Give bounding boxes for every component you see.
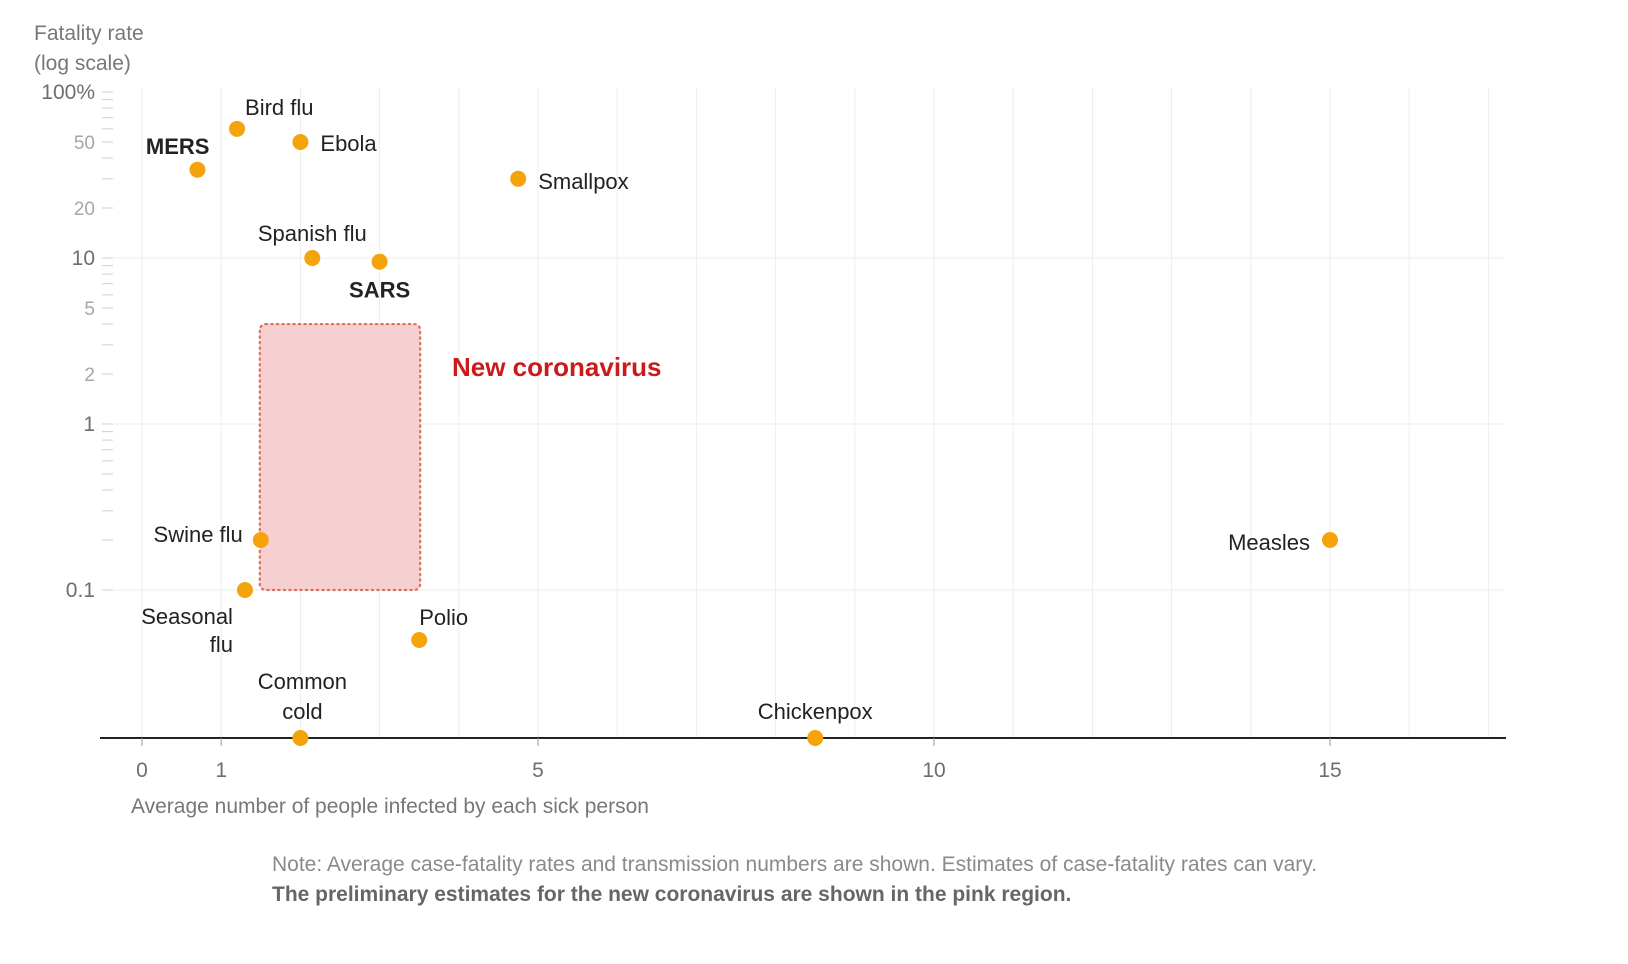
data-label: Spanish flu <box>258 221 367 246</box>
x-tick-label: 15 <box>1318 759 1341 782</box>
data-label: Measles <box>1228 530 1310 555</box>
x-tick-label: 5 <box>532 759 544 782</box>
note-text: Note: Average case-fatality rates and tr… <box>272 853 1318 876</box>
x-tick-label: 10 <box>922 759 945 782</box>
y-axis-title: (log scale) <box>34 52 131 75</box>
data-label: SARS <box>349 278 410 303</box>
data-label: MERS <box>146 134 210 159</box>
y-tick-label: 0.1 <box>66 579 95 602</box>
x-axis-title: Average number of people infected by eac… <box>131 795 649 818</box>
data-point <box>229 120 246 137</box>
highlight-region <box>258 322 422 592</box>
y-tick-label: 20 <box>74 199 95 220</box>
axes <box>100 91 1506 746</box>
data-point <box>1322 532 1338 549</box>
data-label: Smallpox <box>538 169 628 194</box>
data-point <box>304 250 321 266</box>
data-label: Chickenpox <box>758 699 873 724</box>
data-point <box>236 582 253 598</box>
y-tick-label: 5 <box>84 299 95 320</box>
data-label: Polio <box>419 605 468 630</box>
data-point <box>371 253 388 270</box>
data-label: Ebola <box>320 131 377 156</box>
data-label: Swine flu <box>154 522 243 547</box>
x-tick-label: 1 <box>215 759 227 782</box>
data-point <box>189 161 206 178</box>
data-point <box>252 532 269 549</box>
chart-note: Note: Average case-fatality rates and tr… <box>272 850 1332 910</box>
x-tick-label: 0 <box>136 759 148 782</box>
data-point <box>292 730 309 746</box>
y-tick-label: 10 <box>72 247 95 270</box>
highlight-region-group: New coronavirus <box>258 322 662 592</box>
data-label: Seasonal <box>141 604 233 629</box>
y-tick-label: 1 <box>83 413 95 436</box>
data-points <box>189 120 1338 746</box>
data-point <box>510 170 527 187</box>
data-point <box>292 133 309 150</box>
data-point <box>411 631 428 648</box>
note-bold-text: The preliminary estimates for the new co… <box>272 883 1072 906</box>
data-label: Bird flu <box>245 95 313 120</box>
data-point <box>807 730 824 746</box>
y-axis-title: Fatality rate <box>34 22 144 45</box>
data-label: flu <box>210 632 233 657</box>
data-label: cold <box>282 699 322 724</box>
highlight-region-label: New coronavirus <box>452 352 662 382</box>
y-tick-label: 100% <box>41 81 95 104</box>
y-tick-label: 2 <box>84 365 95 386</box>
data-label: Common <box>258 669 347 694</box>
y-tick-label: 50 <box>74 133 95 154</box>
